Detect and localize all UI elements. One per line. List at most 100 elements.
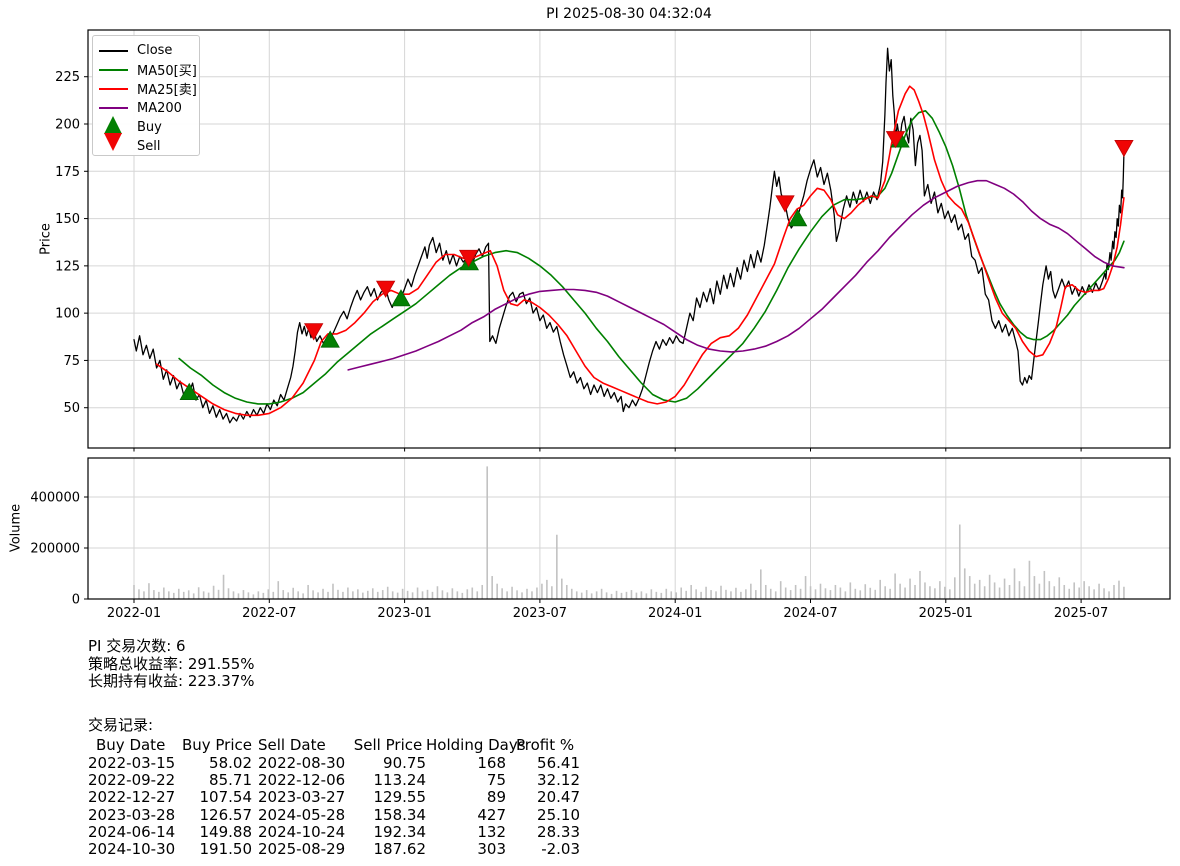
close-path bbox=[133, 47, 1125, 424]
volume-bar bbox=[168, 591, 170, 599]
ma25-line bbox=[155, 85, 1125, 417]
strategy-summary: PI 交易次数: 6 策略总收益率: 291.55% 长期持有收益: 223.37% bbox=[88, 637, 255, 691]
x-tick-label: 2022-01 bbox=[107, 606, 161, 621]
trade-cell: 2023-03-27 bbox=[258, 788, 346, 807]
volume-bar bbox=[1113, 584, 1115, 599]
volume-bar bbox=[700, 591, 702, 599]
ma25-line-swatch bbox=[99, 87, 128, 91]
price-tick-label: 75 bbox=[63, 354, 80, 369]
volume-bar bbox=[177, 588, 180, 599]
volume-bar bbox=[730, 591, 732, 599]
col-buy-price: Buy Price bbox=[181, 736, 252, 754]
volume-bar bbox=[914, 584, 916, 599]
volume-bar bbox=[695, 589, 697, 599]
trade-row: 2024-06-14 149.88 2024-10-24 192.34 132 28.33 bbox=[88, 823, 580, 842]
volume-bar bbox=[869, 587, 872, 599]
volume-bar bbox=[665, 588, 668, 599]
volume-bar bbox=[740, 591, 742, 599]
volume-bar bbox=[789, 590, 792, 599]
volume-bar bbox=[277, 581, 280, 599]
legend-label: MA25[卖] bbox=[137, 83, 197, 99]
volume-bar bbox=[197, 587, 200, 599]
col-sell-date: Sell Date bbox=[258, 736, 326, 754]
volume-bar bbox=[899, 583, 901, 599]
trade-row: 2022-12-27 107.54 2023-03-27 129.55 89 20.47 bbox=[88, 788, 580, 807]
trade-cell: 427 bbox=[477, 805, 506, 824]
volume-bar bbox=[446, 592, 449, 599]
volume-bar bbox=[705, 586, 707, 599]
trade-cell: 191.50 bbox=[199, 840, 253, 859]
sell-markers bbox=[304, 131, 1134, 341]
volume-bar bbox=[909, 578, 911, 599]
volume-bar bbox=[675, 592, 678, 599]
volume-bar bbox=[580, 592, 583, 599]
volume-panel-spine bbox=[87, 457, 1171, 600]
volume-bar bbox=[670, 591, 673, 599]
buy-marker bbox=[391, 289, 411, 307]
volume-bar bbox=[1013, 568, 1016, 599]
axes-spines bbox=[87, 29, 1171, 600]
volume-bar bbox=[934, 588, 936, 599]
buy-hold-return: 长期持有收益: 223.37% bbox=[88, 672, 255, 690]
volume-bar bbox=[222, 574, 225, 599]
volume-bar bbox=[466, 589, 469, 599]
volume-bar bbox=[655, 591, 658, 599]
volume-bar bbox=[297, 591, 299, 599]
volume-bar bbox=[570, 588, 573, 599]
close-line bbox=[133, 47, 1125, 424]
volume-bar bbox=[630, 590, 633, 599]
volume-bar bbox=[1093, 589, 1095, 599]
volume-bar bbox=[227, 588, 230, 599]
ma200-line-swatch bbox=[99, 107, 128, 110]
volume-bar bbox=[690, 584, 692, 599]
volume-bar bbox=[1063, 584, 1066, 599]
trade-cell: 168 bbox=[477, 753, 506, 772]
volume-bar bbox=[824, 588, 827, 599]
trade-cell: 85.71 bbox=[209, 770, 252, 789]
volume-bar bbox=[809, 586, 812, 599]
trade-cell: 2022-08-30 bbox=[258, 753, 346, 772]
volume-bar bbox=[685, 590, 687, 599]
volume-bar bbox=[511, 586, 513, 599]
volume-bar bbox=[138, 589, 140, 599]
volume-bar bbox=[242, 590, 245, 599]
volume-bar bbox=[1118, 580, 1120, 599]
chart-title: PI 2025-08-30 04:32:04 bbox=[546, 6, 712, 22]
volume-bar bbox=[963, 568, 966, 599]
trade-cell: 192.34 bbox=[373, 823, 427, 842]
volume-bar bbox=[481, 584, 484, 599]
volume-bar bbox=[187, 590, 190, 599]
volume-bar bbox=[814, 589, 817, 599]
volume-bar bbox=[715, 591, 717, 599]
legend-label: Buy bbox=[137, 119, 162, 135]
volume-bar bbox=[725, 589, 727, 599]
volume-bar bbox=[904, 587, 906, 599]
volume-bar bbox=[585, 590, 588, 599]
volume-bar bbox=[272, 591, 275, 599]
volume-bar bbox=[441, 590, 444, 599]
volume-bar bbox=[720, 585, 722, 599]
volume-bar bbox=[1033, 576, 1036, 599]
volume-bar bbox=[411, 592, 414, 599]
volume-bar bbox=[949, 589, 951, 599]
volume-bar bbox=[247, 592, 250, 599]
buy-triangle-icon bbox=[104, 116, 122, 134]
volume-bar bbox=[182, 591, 185, 599]
volume-bar bbox=[406, 590, 409, 599]
volume-bar bbox=[317, 592, 319, 599]
trade-cell: 2022-03-15 bbox=[88, 753, 176, 772]
volume-bar bbox=[461, 592, 464, 599]
buy-marker bbox=[179, 382, 199, 400]
volume-bar bbox=[620, 592, 623, 599]
trade-table-body: 2022-03-15 58.02 2022-08-30 90.75 168 56.41 20… bbox=[88, 753, 580, 859]
volume-bar bbox=[262, 592, 265, 599]
volume-bar bbox=[610, 593, 613, 599]
volume-bar bbox=[501, 588, 503, 599]
volume-bar bbox=[735, 587, 737, 599]
volume-bar bbox=[386, 586, 389, 599]
volume-bar bbox=[954, 577, 956, 599]
col-sell-price: Sell Price bbox=[353, 736, 423, 754]
trade-cell: 25.10 bbox=[537, 805, 580, 824]
volume-bar bbox=[491, 576, 493, 599]
volume-bar bbox=[551, 586, 553, 599]
